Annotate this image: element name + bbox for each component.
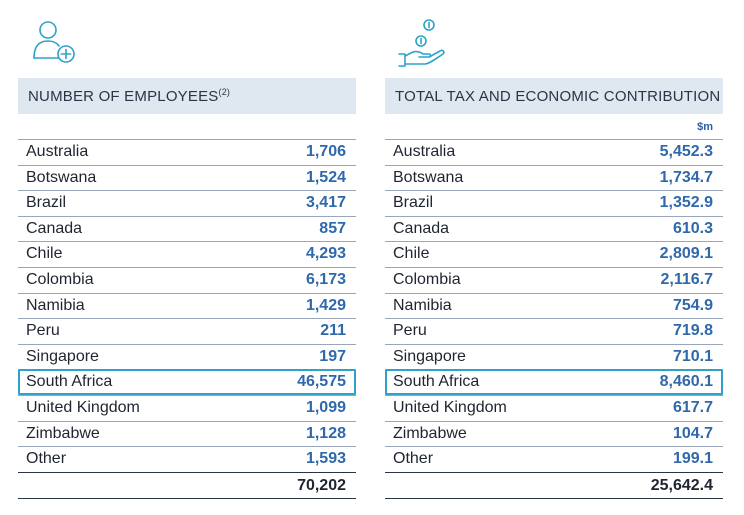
row-value: 8,460.1: [659, 373, 713, 391]
table-row: Canada 857: [18, 215, 356, 242]
row-value: 719.8: [672, 322, 713, 340]
total-value: 70,202: [297, 476, 346, 494]
country-name: Peru: [393, 322, 427, 340]
row-value: 617.7: [672, 398, 713, 416]
country-name: Peru: [26, 322, 60, 340]
table-row: Australia 1,706: [18, 139, 356, 165]
total-row: 25,642.4: [385, 471, 723, 499]
row-value: 197: [319, 347, 346, 365]
country-name: Brazil: [26, 194, 67, 212]
table-row: Singapore 710.1: [385, 343, 723, 370]
tax-table: Australia 5,452.3 Botswana 1,734.7 Brazil 1,3…: [385, 139, 723, 499]
employees-table: Australia 1,706 Botswana 1,524 Brazil 3,417 Ca…: [18, 139, 356, 499]
country-name: Botswana: [26, 168, 97, 186]
country-name: United Kingdom: [26, 398, 140, 416]
table-row: Chile 4,293: [18, 241, 356, 267]
table-row: Zimbabwe 1,128: [18, 420, 356, 447]
tax-header-text: TOTAL TAX AND ECONOMIC CONTRIBUTION: [395, 88, 721, 105]
row-value: 1,099: [305, 398, 346, 416]
country-name: Brazil: [393, 194, 434, 212]
country-name: Namibia: [393, 296, 452, 314]
country-name: Chile: [393, 245, 430, 263]
row-value: 610.3: [672, 219, 713, 237]
row-value: 5,452.3: [659, 143, 713, 160]
country-name: Colombia: [393, 270, 461, 288]
country-name: Other: [26, 450, 67, 468]
row-value: 1,429: [305, 296, 346, 314]
table-row: United Kingdom 1,099: [18, 394, 356, 421]
table-row: Namibia 754.9: [385, 292, 723, 319]
country-name: Australia: [26, 143, 89, 160]
country-name: Zimbabwe: [26, 424, 100, 442]
row-value: 710.1: [672, 347, 713, 365]
country-name: Singapore: [26, 347, 99, 365]
employees-header: NUMBER OF EMPLOYEES(2): [18, 78, 356, 114]
employees-footnote: (2): [218, 87, 231, 97]
table-row: South Africa 8,460.1: [385, 369, 723, 395]
table-row: Zimbabwe 104.7: [385, 420, 723, 447]
row-value: 2,116.7: [660, 270, 714, 288]
country-name: South Africa: [26, 373, 113, 391]
row-value: 4,293: [305, 245, 346, 263]
table-row: Colombia 6,173: [18, 266, 356, 293]
country-name: South Africa: [393, 373, 480, 391]
country-name: Canada: [26, 219, 83, 237]
row-value: 6,173: [305, 270, 346, 288]
table-row: Singapore 197: [18, 343, 356, 370]
country-name: Canada: [393, 219, 450, 237]
row-value: 211: [320, 322, 346, 340]
row-value: 1,734.7: [659, 168, 713, 186]
tax-header: TOTAL TAX AND ECONOMIC CONTRIBUTION: [385, 78, 723, 114]
table-row: United Kingdom 617.7: [385, 394, 723, 421]
table-row: Botswana 1,524: [18, 164, 356, 191]
row-value: 46,575: [297, 373, 346, 391]
table-row: Other 199.1: [385, 446, 723, 472]
country-name: Zimbabwe: [393, 424, 467, 442]
row-value: 1,593: [305, 450, 346, 468]
country-name: Singapore: [393, 347, 466, 365]
table-row: Other 1,593: [18, 446, 356, 472]
row-value: 1,524: [305, 168, 346, 186]
country-name: United Kingdom: [393, 398, 507, 416]
table-row: Colombia 2,116.7: [385, 266, 723, 293]
table-row: Brazil 3,417: [18, 190, 356, 216]
row-value: 104.7: [672, 424, 713, 442]
table-row: Peru 211: [18, 318, 356, 344]
row-value: 1,352.9: [659, 194, 713, 212]
row-value: 1,128: [305, 424, 346, 442]
table-row: Brazil 1,352.9: [385, 190, 723, 216]
table-row: Namibia 1,429: [18, 292, 356, 319]
row-value: 1,706: [305, 143, 346, 160]
country-name: Botswana: [393, 168, 464, 186]
row-value: 2,809.1: [659, 245, 713, 263]
total-row: 70,202: [18, 471, 356, 499]
country-name: Colombia: [26, 270, 94, 288]
add-person-icon: [26, 14, 86, 70]
row-value: 3,417: [305, 194, 346, 212]
country-name: Other: [393, 450, 434, 468]
table-row: Botswana 1,734.7: [385, 164, 723, 191]
row-value: 754.9: [672, 296, 713, 314]
table-row: Chile 2,809.1: [385, 241, 723, 267]
table-row: Peru 719.8: [385, 318, 723, 344]
row-value: 857: [319, 219, 346, 237]
table-row: Canada 610.3: [385, 215, 723, 242]
row-value: 199.1: [672, 450, 713, 468]
country-name: Australia: [393, 143, 456, 160]
hand-with-coins-icon: [395, 14, 455, 70]
country-name: Namibia: [26, 296, 85, 314]
table-row: Australia 5,452.3: [385, 139, 723, 165]
country-name: Chile: [26, 245, 63, 263]
total-value: 25,642.4: [650, 476, 713, 494]
employees-header-text: NUMBER OF EMPLOYEES(2): [28, 87, 231, 106]
table-row: South Africa 46,575: [18, 369, 356, 395]
tax-unit-label: $m: [697, 121, 713, 133]
